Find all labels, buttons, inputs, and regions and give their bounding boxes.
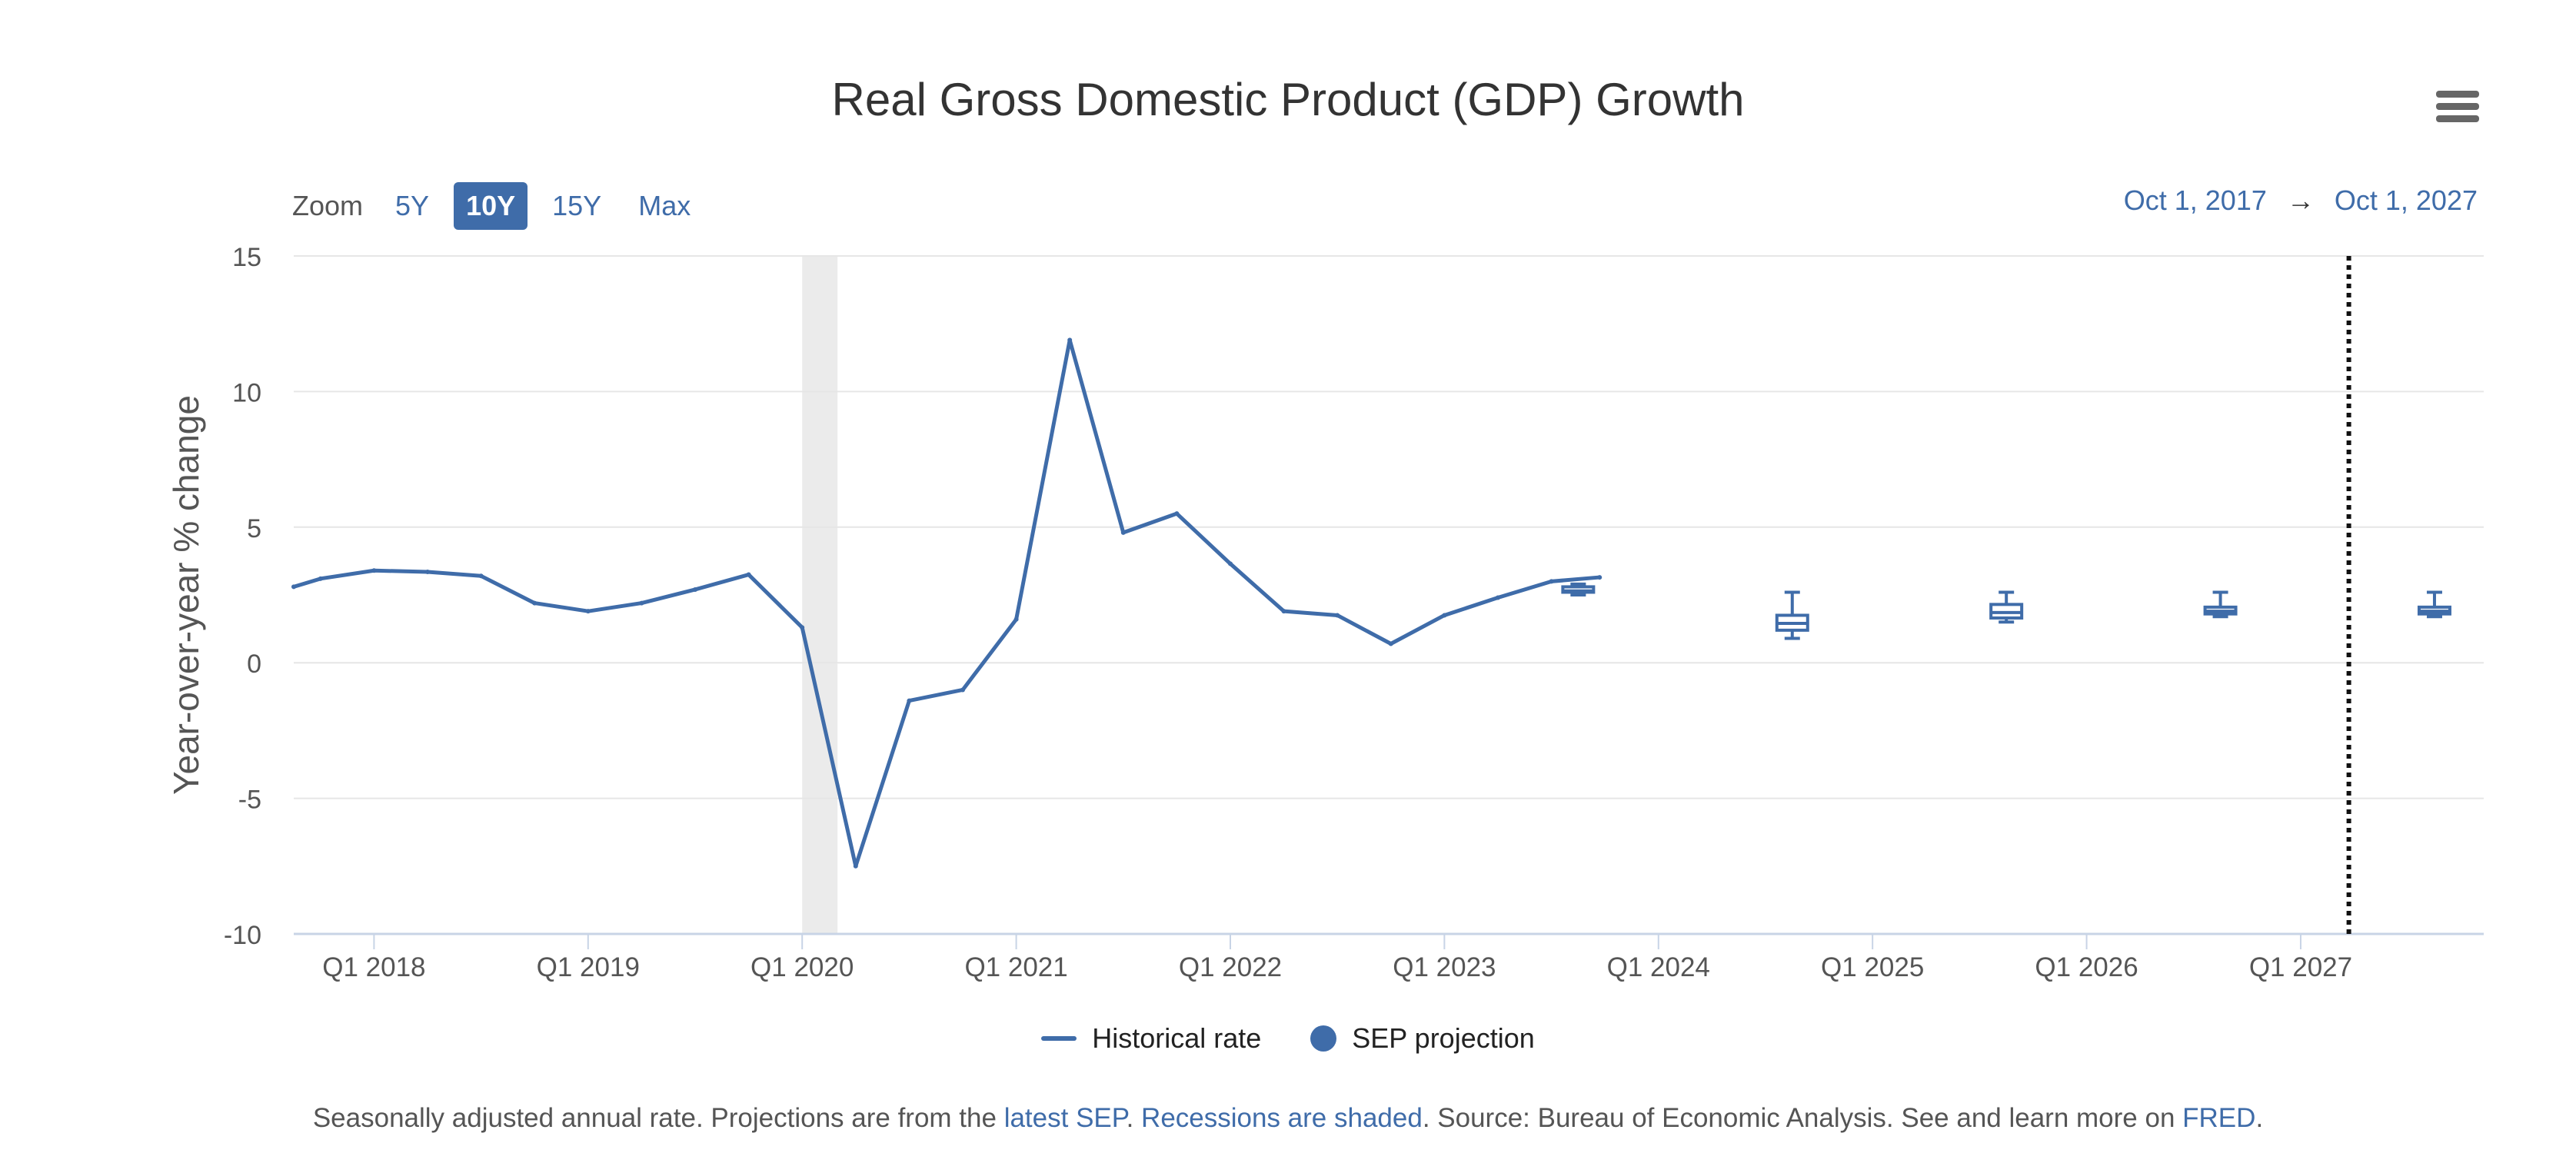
x-tick-label: Q1 2019 (537, 952, 640, 982)
y-axis-label: Year-over-year % change (166, 395, 206, 795)
historical-point (1442, 613, 1447, 618)
zoom-max-button[interactable]: Max (638, 190, 691, 221)
zoom-label: Zoom (292, 190, 364, 221)
historical-point (853, 863, 858, 869)
footnote-text-3: . Source: Bureau of Economic Analysis. S… (1422, 1103, 2183, 1133)
x-tick-label: Q1 2024 (1607, 952, 1710, 982)
y-tick-label: 5 (247, 514, 261, 543)
historical-point (1281, 609, 1286, 614)
historical-point (1120, 530, 1126, 535)
y-tick-label: -5 (238, 786, 261, 815)
x-tick-label: Q1 2025 (1821, 952, 1924, 982)
historical-point (1388, 641, 1393, 646)
date-range: Oct 1, 2017 → Oct 1, 2027 (2124, 184, 2478, 217)
historical-point (1549, 579, 1554, 584)
chart-legend: Historical rate SEP projection (0, 1022, 2576, 1055)
range-start-date[interactable]: Oct 1, 2017 (2123, 184, 2267, 216)
recession-band (802, 256, 838, 934)
historical-point (907, 698, 912, 703)
range-arrow-icon: → (2286, 184, 2315, 216)
chart-footnote: Seasonally adjusted annual rate. Project… (0, 1103, 2576, 1134)
historical-point (1174, 511, 1180, 517)
historical-point (746, 572, 751, 577)
historical-point (1067, 337, 1073, 343)
historical-point (424, 570, 430, 575)
historical-point (692, 586, 697, 592)
legend-line-symbol (1041, 1036, 1077, 1041)
historical-point (478, 573, 484, 579)
historical-point (1227, 561, 1233, 567)
range-end-date[interactable]: Oct 1, 2027 (2334, 184, 2478, 216)
historical-point (1013, 616, 1019, 622)
historical-point (1495, 595, 1500, 600)
x-tick-label: Q1 2020 (751, 952, 854, 982)
x-tick-label: Q1 2027 (2249, 952, 2352, 982)
x-tick-label: Q1 2021 (964, 952, 1067, 982)
zoom-5y-button[interactable]: 5Y (395, 190, 430, 221)
latest-sep-link[interactable]: latest SEP (1003, 1103, 1127, 1133)
historical-point (585, 609, 591, 614)
y-tick-label: 10 (232, 378, 261, 407)
x-tick-label: Q1 2026 (2035, 952, 2138, 982)
historical-point (291, 584, 296, 590)
historical-point (960, 687, 965, 693)
legend-label-historical: Historical rate (1092, 1022, 1262, 1054)
historical-point (1335, 613, 1340, 618)
zoom-15y-button[interactable]: 15Y (552, 190, 602, 221)
y-tick-label: 0 (247, 650, 261, 679)
legend-item-historical[interactable]: Historical rate (1041, 1022, 1261, 1055)
historical-point (371, 568, 377, 573)
historical-point (532, 600, 537, 606)
historical-point (318, 576, 323, 581)
historical-point (1597, 575, 1603, 580)
x-tick-label: Q1 2018 (322, 952, 425, 982)
historical-line (293, 337, 1600, 869)
legend-label-projection: SEP projection (1352, 1022, 1535, 1054)
footnote-text-1: Seasonally adjusted annual rate. Project… (312, 1103, 1004, 1133)
y-tick-label: 15 (232, 243, 261, 272)
footnote-text-2: . (1126, 1103, 1142, 1133)
legend-item-projection[interactable]: SEP projection (1310, 1022, 1535, 1055)
zoom-controls: Zoom 5Y 10Y 15Y Max (292, 182, 715, 230)
hamburger-menu-icon[interactable] (2436, 91, 2479, 129)
x-tick-label: Q1 2022 (1179, 952, 1282, 982)
recessions-shaded-link[interactable]: Recessions are shaded (1141, 1103, 1423, 1133)
chart-title: Real Gross Domestic Product (GDP) Growth (831, 74, 1745, 125)
historical-point (800, 625, 805, 630)
historical-point (639, 600, 644, 606)
footnote-text-4: . (2255, 1103, 2264, 1133)
y-tick-label: -10 (224, 921, 261, 950)
legend-dot-symbol (1310, 1025, 1337, 1052)
x-tick-label: Q1 2023 (1393, 952, 1496, 982)
zoom-10y-button[interactable]: 10Y (454, 182, 528, 230)
fred-link[interactable]: FRED (2182, 1103, 2256, 1133)
